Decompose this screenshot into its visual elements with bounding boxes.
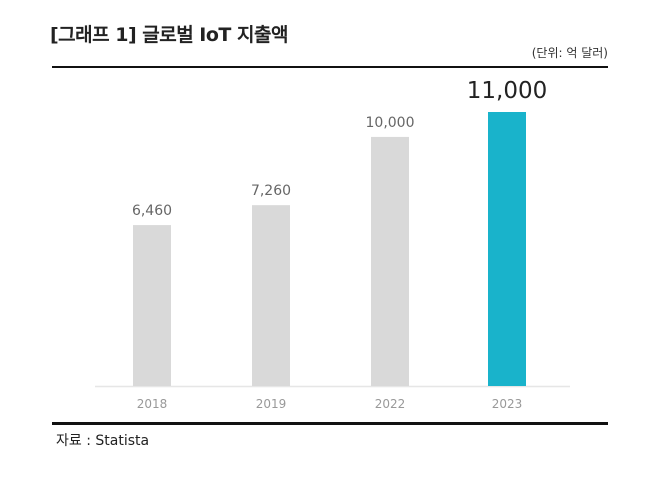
value-label-2018: 6,460 [132, 203, 172, 219]
top-rule [52, 66, 608, 68]
unit-label: (단위: 억 달러) [531, 46, 608, 60]
x-tick-label-2019: 2019 [256, 397, 287, 411]
value-label-2022: 10,000 [366, 115, 415, 131]
source-note: 자료 : Statista [56, 433, 150, 449]
chart-title: [그래프 1] 글로벌 IoT 지출액 [50, 24, 288, 46]
bar-2018 [133, 225, 171, 386]
bar-2022 [371, 136, 409, 386]
value-label-2019: 7,260 [251, 183, 291, 199]
value-label-2023: 11,000 [467, 78, 547, 104]
bar-2023 [488, 112, 526, 386]
x-tick-label-2023: 2023 [492, 397, 523, 411]
x-tick-label-2018: 2018 [137, 397, 168, 411]
bar-2019 [252, 205, 290, 386]
x-tick-label-2022: 2022 [375, 397, 406, 411]
bottom-rule [52, 422, 608, 425]
